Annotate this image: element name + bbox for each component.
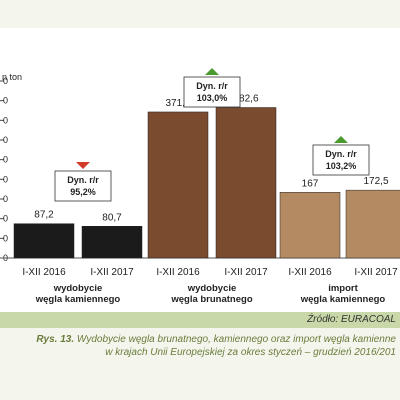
- dynamics-box: [312, 144, 370, 176]
- x-tick-label: I-XII 2016: [156, 267, 200, 278]
- caption-lead: Rys. 13.: [36, 334, 75, 345]
- caption-line-2: w krajach Unii Europejskiej za okres sty…: [105, 347, 396, 358]
- bar-value-label: 382,6: [233, 94, 258, 105]
- y-tick-label: 0: [3, 214, 8, 224]
- bar: [81, 226, 143, 259]
- bar-value-label: 172,5: [363, 176, 388, 187]
- y-tick-label: 0: [3, 174, 8, 184]
- group-label-line2: węgla kamiennego: [300, 294, 386, 305]
- dynamics-value: 95,2%: [70, 187, 96, 197]
- arrow-up-icon: [334, 136, 348, 143]
- y-tick-label: 0: [3, 233, 8, 243]
- x-tick-label: I-XII 2017: [354, 267, 398, 278]
- x-tick-label: I-XII 2017: [224, 267, 268, 278]
- bar: [279, 192, 341, 259]
- bar: [147, 111, 209, 259]
- bar: [345, 189, 400, 259]
- arrow-down-icon: [76, 162, 90, 169]
- source-note: Źródło: EURACOAL: [307, 314, 396, 325]
- y-axis-unit: n ton: [2, 72, 23, 82]
- dynamics-label: Dyn. r/r: [67, 175, 99, 185]
- bar: [13, 223, 75, 259]
- x-tick-label: I-XII 2016: [22, 267, 66, 278]
- group-label-line1: wydobycie: [187, 283, 237, 294]
- arrow-up-icon: [205, 68, 219, 75]
- caption-line-1: Wydobycie węgla brunatnego, kamiennego o…: [76, 334, 396, 345]
- group-label-line2: węgla kamiennego: [35, 294, 121, 305]
- bar-value-label: 167: [302, 178, 319, 189]
- bar: [215, 107, 277, 259]
- x-tick-label: I-XII 2016: [288, 267, 332, 278]
- y-tick-label: 0: [3, 115, 8, 125]
- y-tick-label: 0: [3, 76, 8, 86]
- y-tick-label: 0: [3, 155, 8, 165]
- bar-value-label: 87,2: [34, 210, 54, 221]
- bar-value-label: 80,7: [102, 212, 122, 223]
- group-label-line2: węgla brunatnego: [170, 294, 252, 305]
- bar-value-label: 371,3: [165, 98, 190, 109]
- dynamics-label: Dyn. r/r: [196, 81, 228, 91]
- dynamics-value: 103,0%: [197, 93, 228, 103]
- x-tick-label: I-XII 2017: [90, 267, 134, 278]
- y-tick-label: 0: [3, 96, 8, 106]
- dynamics-value: 103,2%: [326, 161, 357, 171]
- dynamics-box: [54, 170, 112, 202]
- y-tick-label: 0: [3, 135, 8, 145]
- group-label-line1: import: [328, 283, 358, 294]
- group-label-line1: wydobycie: [53, 283, 103, 294]
- source-band: [0, 312, 400, 328]
- figure-caption: Rys. 13. Wydobycie węgla brunatnego, kam…: [6, 333, 396, 359]
- dynamics-label: Dyn. r/r: [325, 149, 357, 159]
- y-tick-label: 0: [3, 194, 8, 204]
- dynamics-box: [183, 76, 241, 108]
